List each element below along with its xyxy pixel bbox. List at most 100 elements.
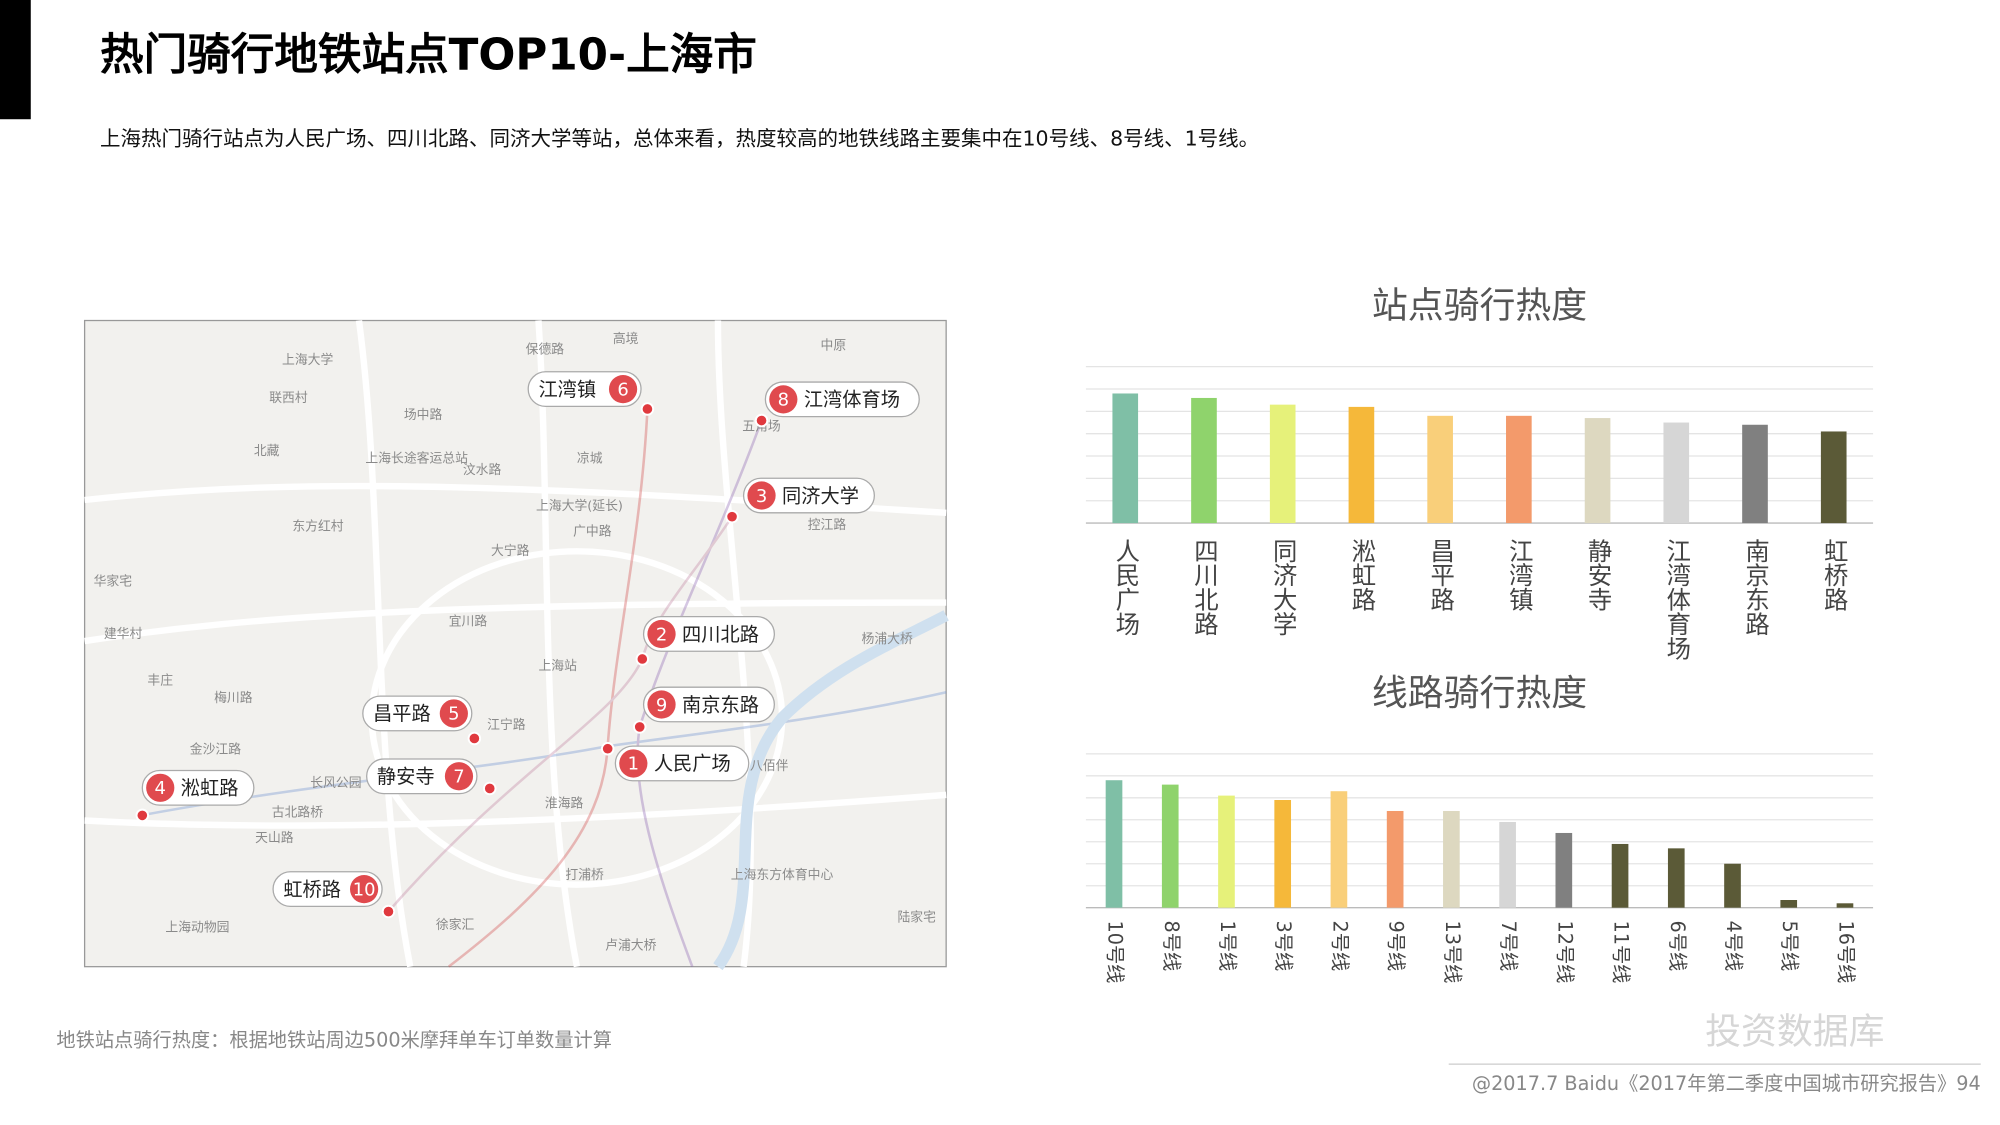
place-label: 陆家宅 bbox=[897, 909, 936, 925]
pin-badge bbox=[444, 762, 474, 791]
pin-box bbox=[642, 686, 775, 723]
place-label: 杨浦大桥 bbox=[862, 632, 913, 647]
place-label: 徐家汇 bbox=[436, 917, 475, 933]
x-tick-label: 8号线 bbox=[1160, 921, 1183, 972]
bar bbox=[1555, 832, 1573, 908]
pin: 7 静安寺 bbox=[366, 758, 497, 796]
pin-badge bbox=[619, 749, 648, 778]
place-label: 高境 bbox=[613, 331, 639, 347]
pin-name: 同济大学 bbox=[782, 484, 859, 507]
bar bbox=[1584, 418, 1611, 524]
pin: 8 江湾体育场 bbox=[754, 381, 920, 428]
bar bbox=[1724, 863, 1741, 908]
place-label: 联西村 bbox=[269, 391, 308, 406]
bar bbox=[1611, 843, 1629, 908]
pin-box bbox=[614, 745, 750, 782]
road bbox=[84, 791, 947, 829]
bar bbox=[1274, 800, 1292, 908]
x-tick-label: 12号线 bbox=[1553, 921, 1576, 984]
x-tick-label: 1号线 bbox=[1216, 921, 1239, 972]
footnote: 地铁站点骑行热度：根据地铁站周边500米摩拜单车订单数量计算 bbox=[56, 1029, 612, 1052]
bar bbox=[1427, 415, 1453, 524]
x-tick-label: 南京东路 bbox=[1742, 538, 1771, 635]
place-label: 保德路 bbox=[526, 342, 565, 358]
pin-badge bbox=[608, 375, 638, 404]
place-label: 场中路 bbox=[404, 407, 443, 423]
x-tick-label: 4号线 bbox=[1722, 921, 1745, 972]
metro-line bbox=[636, 420, 763, 968]
pin-dot bbox=[600, 741, 615, 756]
x-tick-label: 3号线 bbox=[1272, 921, 1295, 972]
source: @2017.7 Baidu《2017年第二季度中国城市研究报告》94 bbox=[1472, 1072, 1981, 1095]
place-label: 凉城 bbox=[577, 451, 603, 466]
pin-dot bbox=[640, 402, 655, 416]
bar bbox=[1663, 422, 1690, 524]
bar-chart: 线路骑行热度 10号线 8号线 1号线 3号线 2号线 9号线 13号线 7号线 12号线 11号线… bbox=[1085, 673, 1874, 984]
bar bbox=[1161, 784, 1179, 908]
bar bbox=[1269, 404, 1296, 524]
pin-name: 静安寺 bbox=[377, 765, 435, 788]
place-label: 上海大学(延长) bbox=[536, 498, 623, 514]
place-label: 上海站 bbox=[538, 659, 577, 674]
pin-dot bbox=[381, 904, 396, 919]
pin: 2 四川北路 bbox=[635, 616, 775, 666]
pin-name: 虹桥路 bbox=[283, 878, 341, 901]
pin: 3 同济大学 bbox=[725, 477, 875, 524]
pin-number: 5 bbox=[448, 704, 459, 725]
pin-dot bbox=[725, 509, 739, 524]
x-tick-label: 9号线 bbox=[1385, 921, 1408, 972]
pin-dot bbox=[754, 413, 769, 428]
bar bbox=[1443, 810, 1460, 908]
x-tick-label: 四川北路 bbox=[1191, 538, 1220, 635]
pin-number: 1 bbox=[628, 754, 639, 775]
subtitle: 上海热门骑行站点为人民广场、四川北路、同济大学等站，总体来看，热度较高的地铁线路… bbox=[100, 127, 1259, 151]
bar bbox=[1780, 900, 1798, 908]
x-tick-label: 人民广场 bbox=[1112, 538, 1141, 635]
pin-badge bbox=[647, 690, 676, 719]
title: 热门骑行地铁站点TOP10-上海市 bbox=[100, 31, 757, 81]
place-label: 华家宅 bbox=[94, 574, 133, 590]
bar bbox=[1667, 848, 1685, 908]
x-tick-label: 5号线 bbox=[1778, 921, 1801, 972]
pin-name: 四川北路 bbox=[682, 623, 759, 646]
x-tick-label: 16号线 bbox=[1834, 921, 1857, 984]
x-tick-label: 6号线 bbox=[1666, 921, 1689, 972]
pin-dot bbox=[467, 731, 482, 746]
bar bbox=[1386, 810, 1404, 908]
pin-badge bbox=[747, 481, 776, 510]
pin: 10 虹桥路 bbox=[272, 871, 396, 919]
pin-number: 3 bbox=[756, 486, 767, 507]
place-label: 上海动物园 bbox=[165, 921, 229, 936]
pin-number: 6 bbox=[617, 379, 628, 400]
pin-badge bbox=[769, 385, 798, 414]
pin-badge bbox=[350, 875, 379, 904]
river bbox=[713, 610, 949, 971]
x-tick-label: 淞虹路 bbox=[1348, 538, 1377, 611]
place-label: 北藏 bbox=[254, 444, 280, 459]
bar bbox=[1742, 424, 1768, 524]
pin-name: 江湾镇 bbox=[538, 378, 596, 401]
accent-bar bbox=[0, 0, 31, 120]
pin-number: 2 bbox=[656, 624, 667, 645]
pin-number: 4 bbox=[155, 778, 166, 799]
place-label: 八佰伴 bbox=[750, 759, 789, 774]
pin-number: 8 bbox=[778, 390, 789, 411]
pin: 5 昌平路 bbox=[362, 695, 482, 746]
metro-line bbox=[387, 515, 734, 913]
bar bbox=[1112, 393, 1139, 524]
place-label: 卢浦大桥 bbox=[605, 938, 656, 954]
place-label: 上海大学 bbox=[282, 352, 333, 368]
chart-title: 线路骑行热度 bbox=[1372, 673, 1587, 714]
bar bbox=[1105, 780, 1123, 908]
x-tick-label: 11号线 bbox=[1610, 921, 1633, 984]
bar bbox=[1218, 795, 1235, 908]
place-label: 汶水路 bbox=[463, 462, 502, 478]
x-tick-label: 静安寺 bbox=[1585, 538, 1614, 611]
bar bbox=[1499, 821, 1516, 908]
place-label: 淮海路 bbox=[545, 795, 584, 811]
bar bbox=[1820, 431, 1847, 524]
